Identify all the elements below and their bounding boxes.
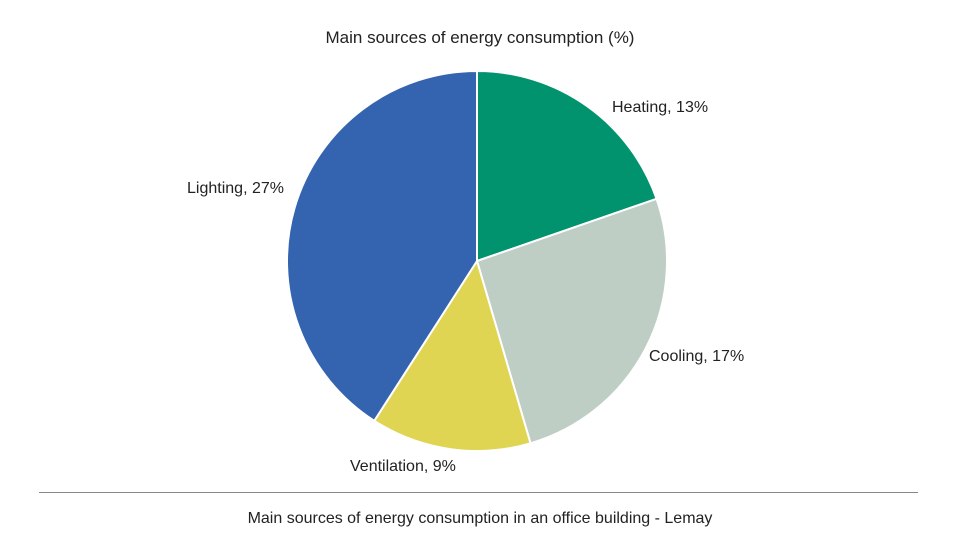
- pie-slice-cooling: [475, 197, 668, 445]
- caption: Main sources of energy consumption in an…: [247, 510, 713, 527]
- slice-label-lighting: Lighting, 27%: [187, 180, 284, 197]
- slice-label-ventilation: Ventilation, 9%: [350, 458, 456, 475]
- pie-slice-ventilation: [372, 258, 532, 452]
- pie-slice-lighting: [286, 69, 478, 423]
- divider: [39, 492, 918, 493]
- slice-label-heating: Heating, 13%: [612, 99, 709, 116]
- chart-title: Main sources of energy consumption (%): [325, 28, 635, 47]
- slice-label-cooling: Cooling, 17%: [649, 348, 745, 365]
